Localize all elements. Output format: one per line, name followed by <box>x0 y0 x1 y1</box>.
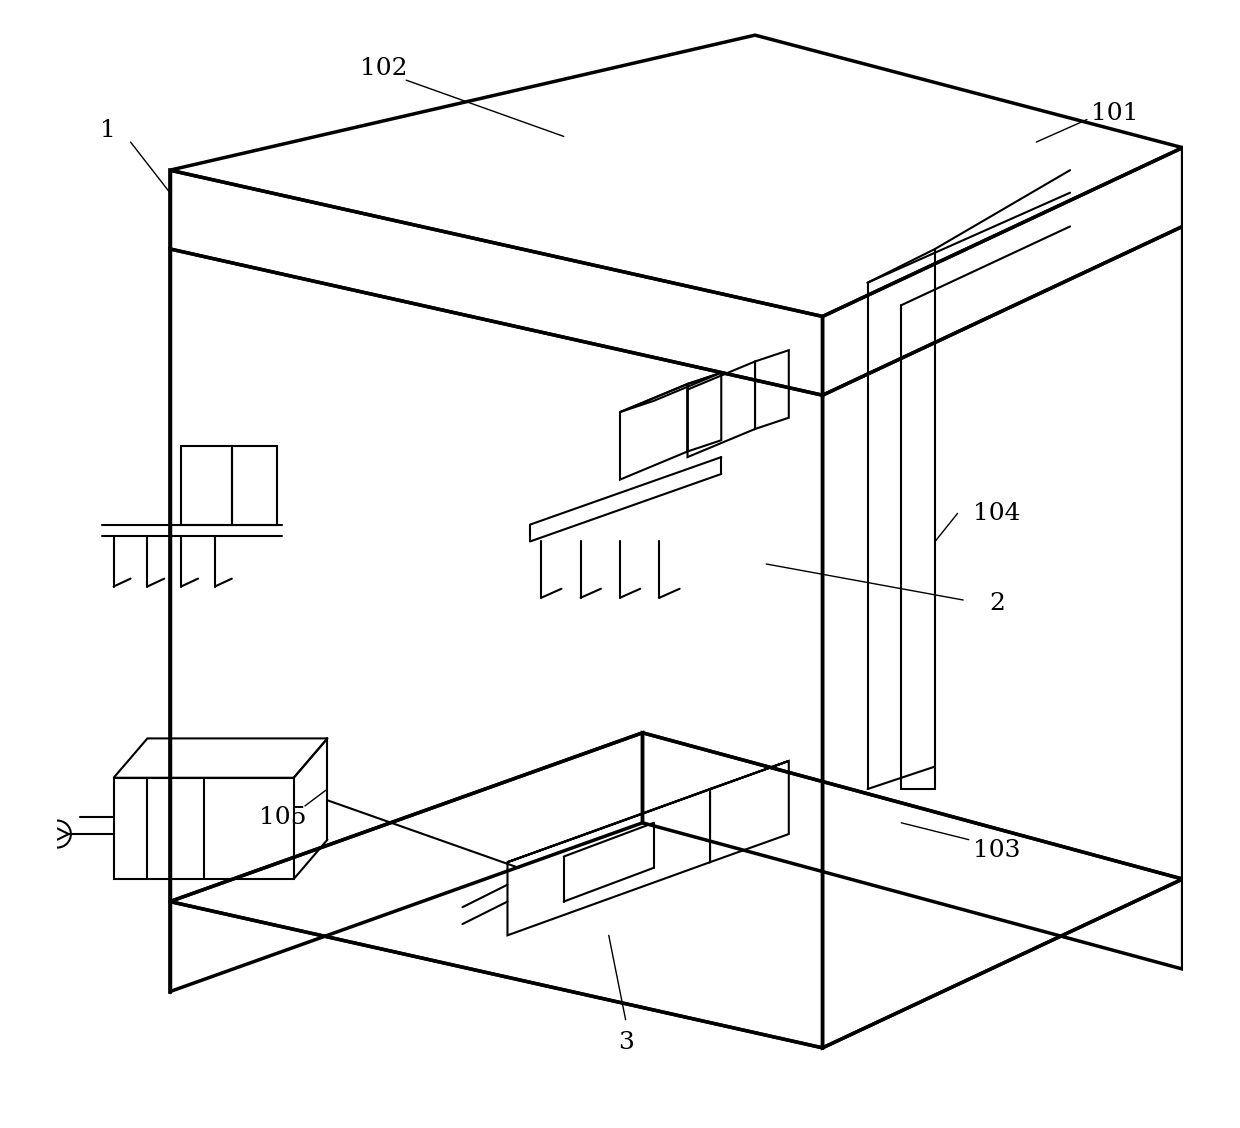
Text: 104: 104 <box>973 502 1021 525</box>
Text: 1: 1 <box>100 120 115 142</box>
Text: 3: 3 <box>618 1031 634 1054</box>
Text: 105: 105 <box>259 805 306 829</box>
Text: 2: 2 <box>990 592 1004 615</box>
Text: 103: 103 <box>973 839 1021 863</box>
Text: 102: 102 <box>360 58 408 80</box>
Text: 101: 101 <box>1091 103 1138 125</box>
